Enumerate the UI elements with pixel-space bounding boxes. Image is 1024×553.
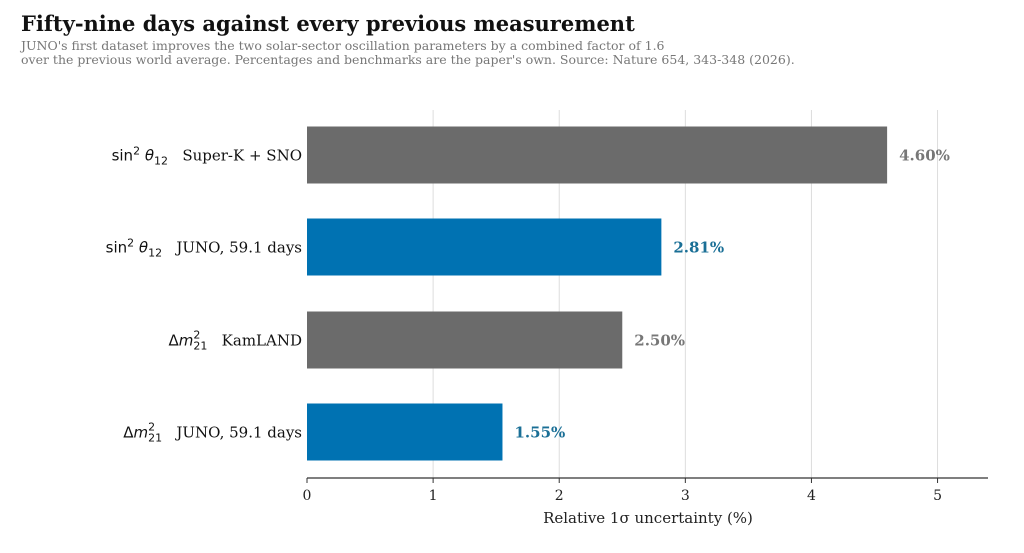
- category-label: Δm2 21 KamLAND: [168, 329, 302, 353]
- x-tick-label: 2: [555, 488, 564, 504]
- chart-subtitle-line-2: over the previous world average. Percent…: [21, 52, 795, 67]
- x-tick-label: 0: [303, 488, 312, 504]
- bar-juno: [307, 403, 503, 461]
- category-label: sin2 θ12 JUNO, 59.1 days: [106, 237, 302, 260]
- bar-labels: 4.60% sin2 θ12 Super-K + SNO 2.81% sin2 θ12…: [106, 145, 950, 445]
- bar-benchmark: [307, 126, 888, 184]
- chart-title: Fifty-nine days against every previous m…: [21, 11, 635, 36]
- bar-value-label: 4.60%: [899, 147, 950, 165]
- x-axis-title: Relative 1σ uncertainty (%): [543, 509, 753, 527]
- x-tick-label: 5: [933, 488, 942, 504]
- x-tick-label: 3: [681, 488, 690, 504]
- x-tick-label: 4: [807, 488, 816, 504]
- bars: [307, 126, 888, 461]
- bar-value-label: 2.81%: [673, 239, 724, 257]
- x-tick-label: 1: [429, 488, 438, 504]
- bar-value-label: 2.50%: [634, 332, 685, 350]
- bar-juno: [307, 218, 662, 276]
- x-axis: 0 1 2 3 4 5: [303, 477, 988, 504]
- category-label: Δm2 21 JUNO, 59.1 days: [123, 421, 302, 445]
- chart-subtitle-line-1: JUNO's first dataset improves the two so…: [21, 38, 665, 53]
- bar-value-label: 1.55%: [514, 424, 565, 442]
- category-label: sin2 θ12 Super-K + SNO: [112, 145, 302, 168]
- bar-benchmark: [307, 311, 623, 369]
